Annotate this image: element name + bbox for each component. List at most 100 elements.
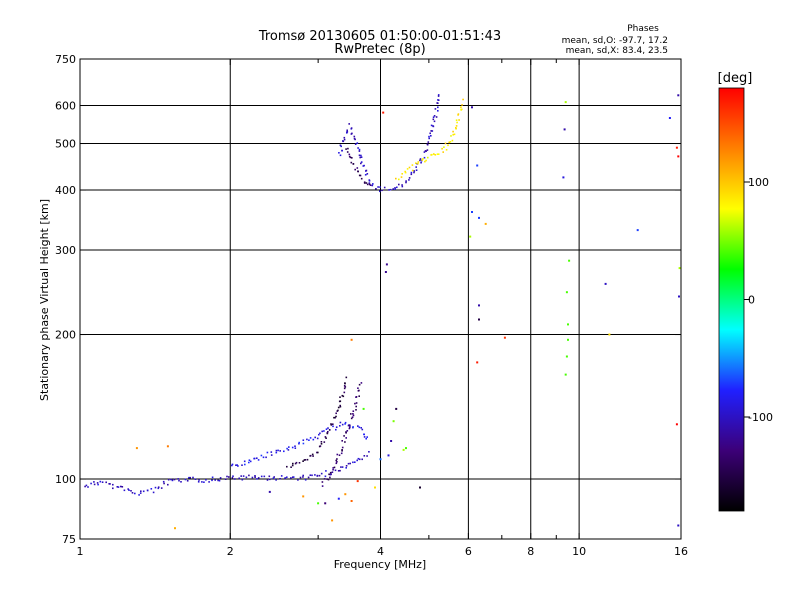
trace-dot bbox=[217, 479, 219, 482]
trace-dot bbox=[377, 186, 379, 188]
trace-dot bbox=[357, 170, 359, 173]
trace-dot bbox=[93, 481, 95, 483]
trace-dot bbox=[302, 474, 304, 477]
trace-dot bbox=[355, 405, 357, 408]
trace-dot bbox=[273, 476, 275, 478]
trace-dot bbox=[248, 474, 250, 477]
trace-dot bbox=[234, 478, 236, 480]
trace-dot bbox=[177, 478, 179, 480]
trace-dot bbox=[406, 168, 409, 170]
trace-dot bbox=[340, 452, 343, 455]
x-tick-label-10: 10 bbox=[572, 545, 586, 558]
trace-dot bbox=[140, 490, 142, 492]
trace-dot bbox=[342, 395, 345, 398]
trace-dot bbox=[405, 180, 407, 182]
trace-dot bbox=[302, 442, 305, 445]
trace-dot bbox=[346, 129, 348, 132]
trace-dot bbox=[253, 457, 256, 460]
trace-dot bbox=[268, 475, 271, 478]
trace-dot bbox=[295, 461, 298, 464]
trace-dot bbox=[321, 430, 323, 433]
trace-dot bbox=[363, 433, 365, 436]
trace-dot bbox=[345, 148, 347, 150]
trace-dot bbox=[451, 139, 454, 142]
trace-dot bbox=[347, 424, 350, 427]
trace-dot bbox=[120, 485, 122, 488]
scatter-point-2 bbox=[390, 440, 393, 442]
trace-dot bbox=[335, 415, 337, 418]
trace-dot bbox=[415, 166, 417, 168]
trace-dot bbox=[260, 454, 263, 457]
trace-dot bbox=[352, 163, 355, 165]
y-tick-label-75: 75 bbox=[62, 533, 76, 546]
trace-dot bbox=[336, 410, 339, 412]
scatter-point-42 bbox=[166, 445, 169, 448]
scatter-point-8 bbox=[382, 111, 385, 114]
trace-dot bbox=[433, 120, 436, 123]
trace-dot bbox=[355, 396, 357, 398]
trace-dot bbox=[286, 465, 288, 468]
trace-dot bbox=[358, 458, 361, 461]
trace-dot bbox=[263, 475, 266, 478]
trace-dot bbox=[270, 451, 273, 453]
y-tick-label-400: 400 bbox=[55, 184, 76, 197]
trace-dot bbox=[348, 427, 351, 430]
scatter-point-17 bbox=[478, 304, 480, 307]
trace-dot bbox=[358, 148, 361, 151]
trace-dot bbox=[366, 173, 369, 175]
trace-dot bbox=[437, 95, 440, 97]
trace-dot bbox=[428, 135, 430, 138]
trace-dot bbox=[197, 481, 200, 483]
scatter-point-7 bbox=[374, 486, 376, 489]
trace-dot bbox=[335, 412, 337, 415]
x-tick-label-8: 8 bbox=[527, 545, 534, 558]
trace-dot bbox=[400, 176, 403, 178]
trace-dot bbox=[457, 113, 460, 115]
trace-dot bbox=[294, 445, 296, 447]
trace-dot bbox=[224, 478, 227, 480]
trace-dot bbox=[398, 183, 400, 186]
stats-o: mean, sd,O: -97.7, 17.2 bbox=[562, 36, 668, 46]
x-tick-label-2: 2 bbox=[227, 545, 234, 558]
scatter-point-1 bbox=[387, 454, 390, 457]
trace-dot bbox=[243, 460, 246, 463]
trace-dot bbox=[360, 156, 363, 158]
trace-dot bbox=[433, 115, 436, 117]
trace-dot bbox=[345, 467, 347, 469]
trace-dot bbox=[248, 459, 251, 461]
trace-dot bbox=[236, 464, 238, 466]
trace-dot bbox=[254, 476, 256, 478]
trace-dot bbox=[417, 162, 419, 165]
trace-dot bbox=[308, 439, 310, 441]
colorbar-label: [deg] bbox=[718, 71, 753, 86]
trace-dot bbox=[344, 386, 347, 388]
trace-dot bbox=[363, 455, 366, 457]
trace-dot bbox=[455, 119, 458, 121]
scatter-point-26 bbox=[567, 323, 569, 326]
trace-dot bbox=[117, 486, 120, 488]
trace-dot bbox=[437, 102, 439, 104]
trace-dot bbox=[415, 162, 417, 164]
y-tick-label-600: 600 bbox=[55, 100, 76, 113]
scatter-point-54 bbox=[362, 407, 365, 410]
scatter-point-14 bbox=[478, 216, 480, 219]
trace-dot bbox=[325, 428, 328, 430]
trace-dot bbox=[453, 133, 456, 136]
trace-dot bbox=[355, 409, 357, 411]
trace-dot bbox=[323, 441, 326, 443]
trace-dot bbox=[365, 437, 367, 440]
trace-dot bbox=[99, 480, 102, 483]
trace-dot bbox=[231, 463, 234, 466]
trace-dot bbox=[319, 432, 321, 435]
trace-dot bbox=[335, 428, 337, 431]
trace-dot bbox=[316, 474, 319, 477]
trace-dot bbox=[319, 445, 322, 447]
trace-dot bbox=[324, 436, 327, 438]
trace-dot bbox=[323, 478, 326, 480]
trace-dot bbox=[343, 387, 346, 390]
trace-dot bbox=[138, 494, 140, 496]
trace-dot bbox=[344, 382, 346, 384]
scatter-point-29 bbox=[564, 373, 567, 376]
trace-dot bbox=[354, 138, 356, 141]
trace-dot bbox=[244, 463, 246, 466]
